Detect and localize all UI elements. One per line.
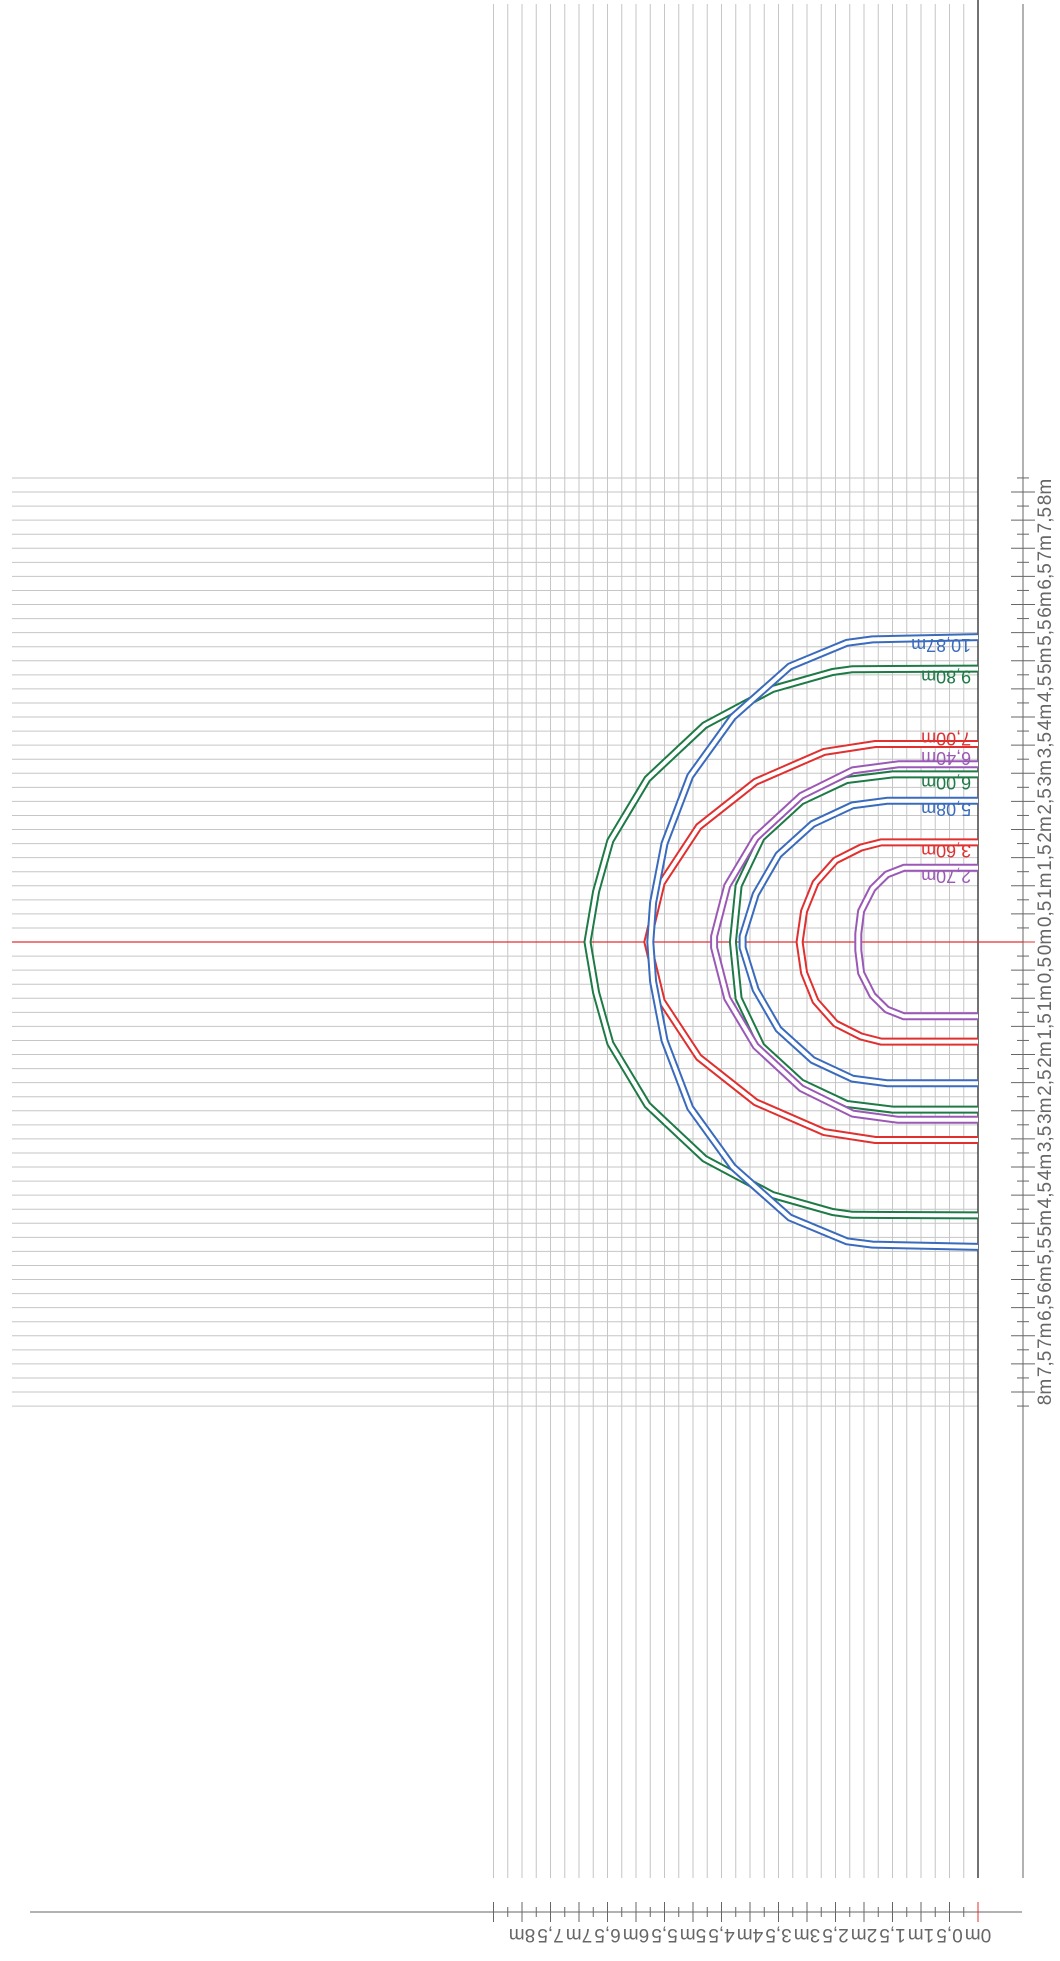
y-tick-label: 3,5 — [1035, 732, 1056, 758]
curves — [583, 633, 979, 1251]
y-tick-label: 6m — [1035, 591, 1056, 617]
y-tick-label: 5,5 — [1035, 1238, 1056, 1264]
y-tick-label: 2,5 — [1035, 1069, 1056, 1095]
curve-3,60m — [795, 838, 978, 1046]
x-tick-label: 0,5 — [936, 1924, 962, 1945]
y-tick-label: 1m — [1035, 873, 1056, 899]
y-tick-label: 3m — [1035, 760, 1056, 786]
y-tick-label: 6,5 — [1035, 563, 1056, 589]
y-tick-label: 0m — [1035, 929, 1056, 955]
y-tick-label: 4,5 — [1035, 676, 1056, 702]
y-tick-label: 0,5 — [1035, 901, 1056, 927]
x-tick-label: 7m — [566, 1924, 592, 1945]
y-tick-label: 7m — [1035, 535, 1056, 561]
y-tick-label: 7,5 — [1035, 1351, 1056, 1377]
curve-label: 5,08m — [921, 799, 971, 819]
y-tick-label: 3m — [1035, 1098, 1056, 1124]
grid — [12, 4, 979, 1878]
x-tick-label: 7,5 — [537, 1924, 563, 1945]
y-tick-label: 6m — [1035, 1266, 1056, 1292]
curve-label: 9,80m — [921, 667, 971, 687]
y-tick-label: 1m — [1035, 985, 1056, 1011]
y-tick-label: 6,5 — [1035, 1294, 1056, 1320]
axes: 0m0,51m1,52m2,53m3,54m4,55m5,56m6,57m7,5… — [12, 0, 1056, 1945]
x-tick-label: 6m — [623, 1924, 649, 1945]
curve-5,08m — [738, 796, 978, 1088]
curve-inner — [797, 840, 978, 1044]
x-tick-label: 4,5 — [708, 1924, 734, 1945]
x-tick-label: 4m — [737, 1924, 763, 1945]
curve-inner — [585, 666, 979, 1218]
curve-2,70m — [854, 863, 978, 1021]
x-tick-label: 5m — [680, 1924, 706, 1945]
curve-inner — [648, 635, 979, 1249]
curve-6,40m — [710, 760, 978, 1124]
curve-inner — [730, 772, 978, 1112]
y-tick-label: 7m — [1035, 1323, 1056, 1349]
y-tick-label: 5m — [1035, 648, 1056, 674]
y-tick-label: 5,5 — [1035, 619, 1056, 645]
y-tick-label: 1,5 — [1035, 1013, 1056, 1039]
x-tick-label: 1m — [908, 1924, 934, 1945]
y-tick-label: 4m — [1035, 1154, 1056, 1180]
y-tick-label: 0,5 — [1035, 957, 1056, 983]
y-tick-label: 5m — [1035, 1210, 1056, 1236]
y-tick-label: 1,5 — [1035, 844, 1056, 870]
curve-9,80m — [583, 664, 979, 1220]
y-tick-label: 8m — [1035, 1379, 1056, 1405]
y-tick-label: 4m — [1035, 704, 1056, 730]
curve-label: 7,00m — [921, 729, 971, 749]
y-tick-label: 2m — [1035, 1041, 1056, 1067]
x-tick-label: 2m — [851, 1924, 877, 1945]
y-tick-label: 7,5 — [1035, 507, 1056, 533]
curve-10,87m — [646, 633, 979, 1251]
x-tick-label: 1,5 — [879, 1924, 905, 1945]
x-tick-label: 3,5 — [765, 1924, 791, 1945]
curve-inner — [740, 798, 978, 1086]
x-tick-label: 5,5 — [651, 1924, 677, 1945]
x-tick-label: 6,5 — [594, 1924, 620, 1945]
y-tick-label: 4,5 — [1035, 1182, 1056, 1208]
curve-label: 10,87m — [911, 635, 971, 655]
y-tick-label: 8m — [1035, 479, 1056, 505]
curve-label: 3,60m — [921, 840, 971, 860]
x-tick-label: 0m — [965, 1924, 991, 1945]
x-tick-label: 2,5 — [822, 1924, 848, 1945]
y-tick-label: 3,5 — [1035, 1126, 1056, 1152]
y-tick-label: 2,5 — [1035, 788, 1056, 814]
curve-label: 2,70m — [921, 866, 971, 886]
curve-inner — [712, 762, 978, 1122]
curve-label: 6,40m — [921, 748, 971, 768]
curve-6,00m — [728, 770, 978, 1114]
y-tick-label: 2m — [1035, 816, 1056, 842]
x-tick-label: 3m — [794, 1924, 820, 1945]
x-tick-label: 8m — [509, 1924, 535, 1945]
curve-inner — [856, 865, 978, 1019]
curve-label: 6,00m — [921, 772, 971, 792]
